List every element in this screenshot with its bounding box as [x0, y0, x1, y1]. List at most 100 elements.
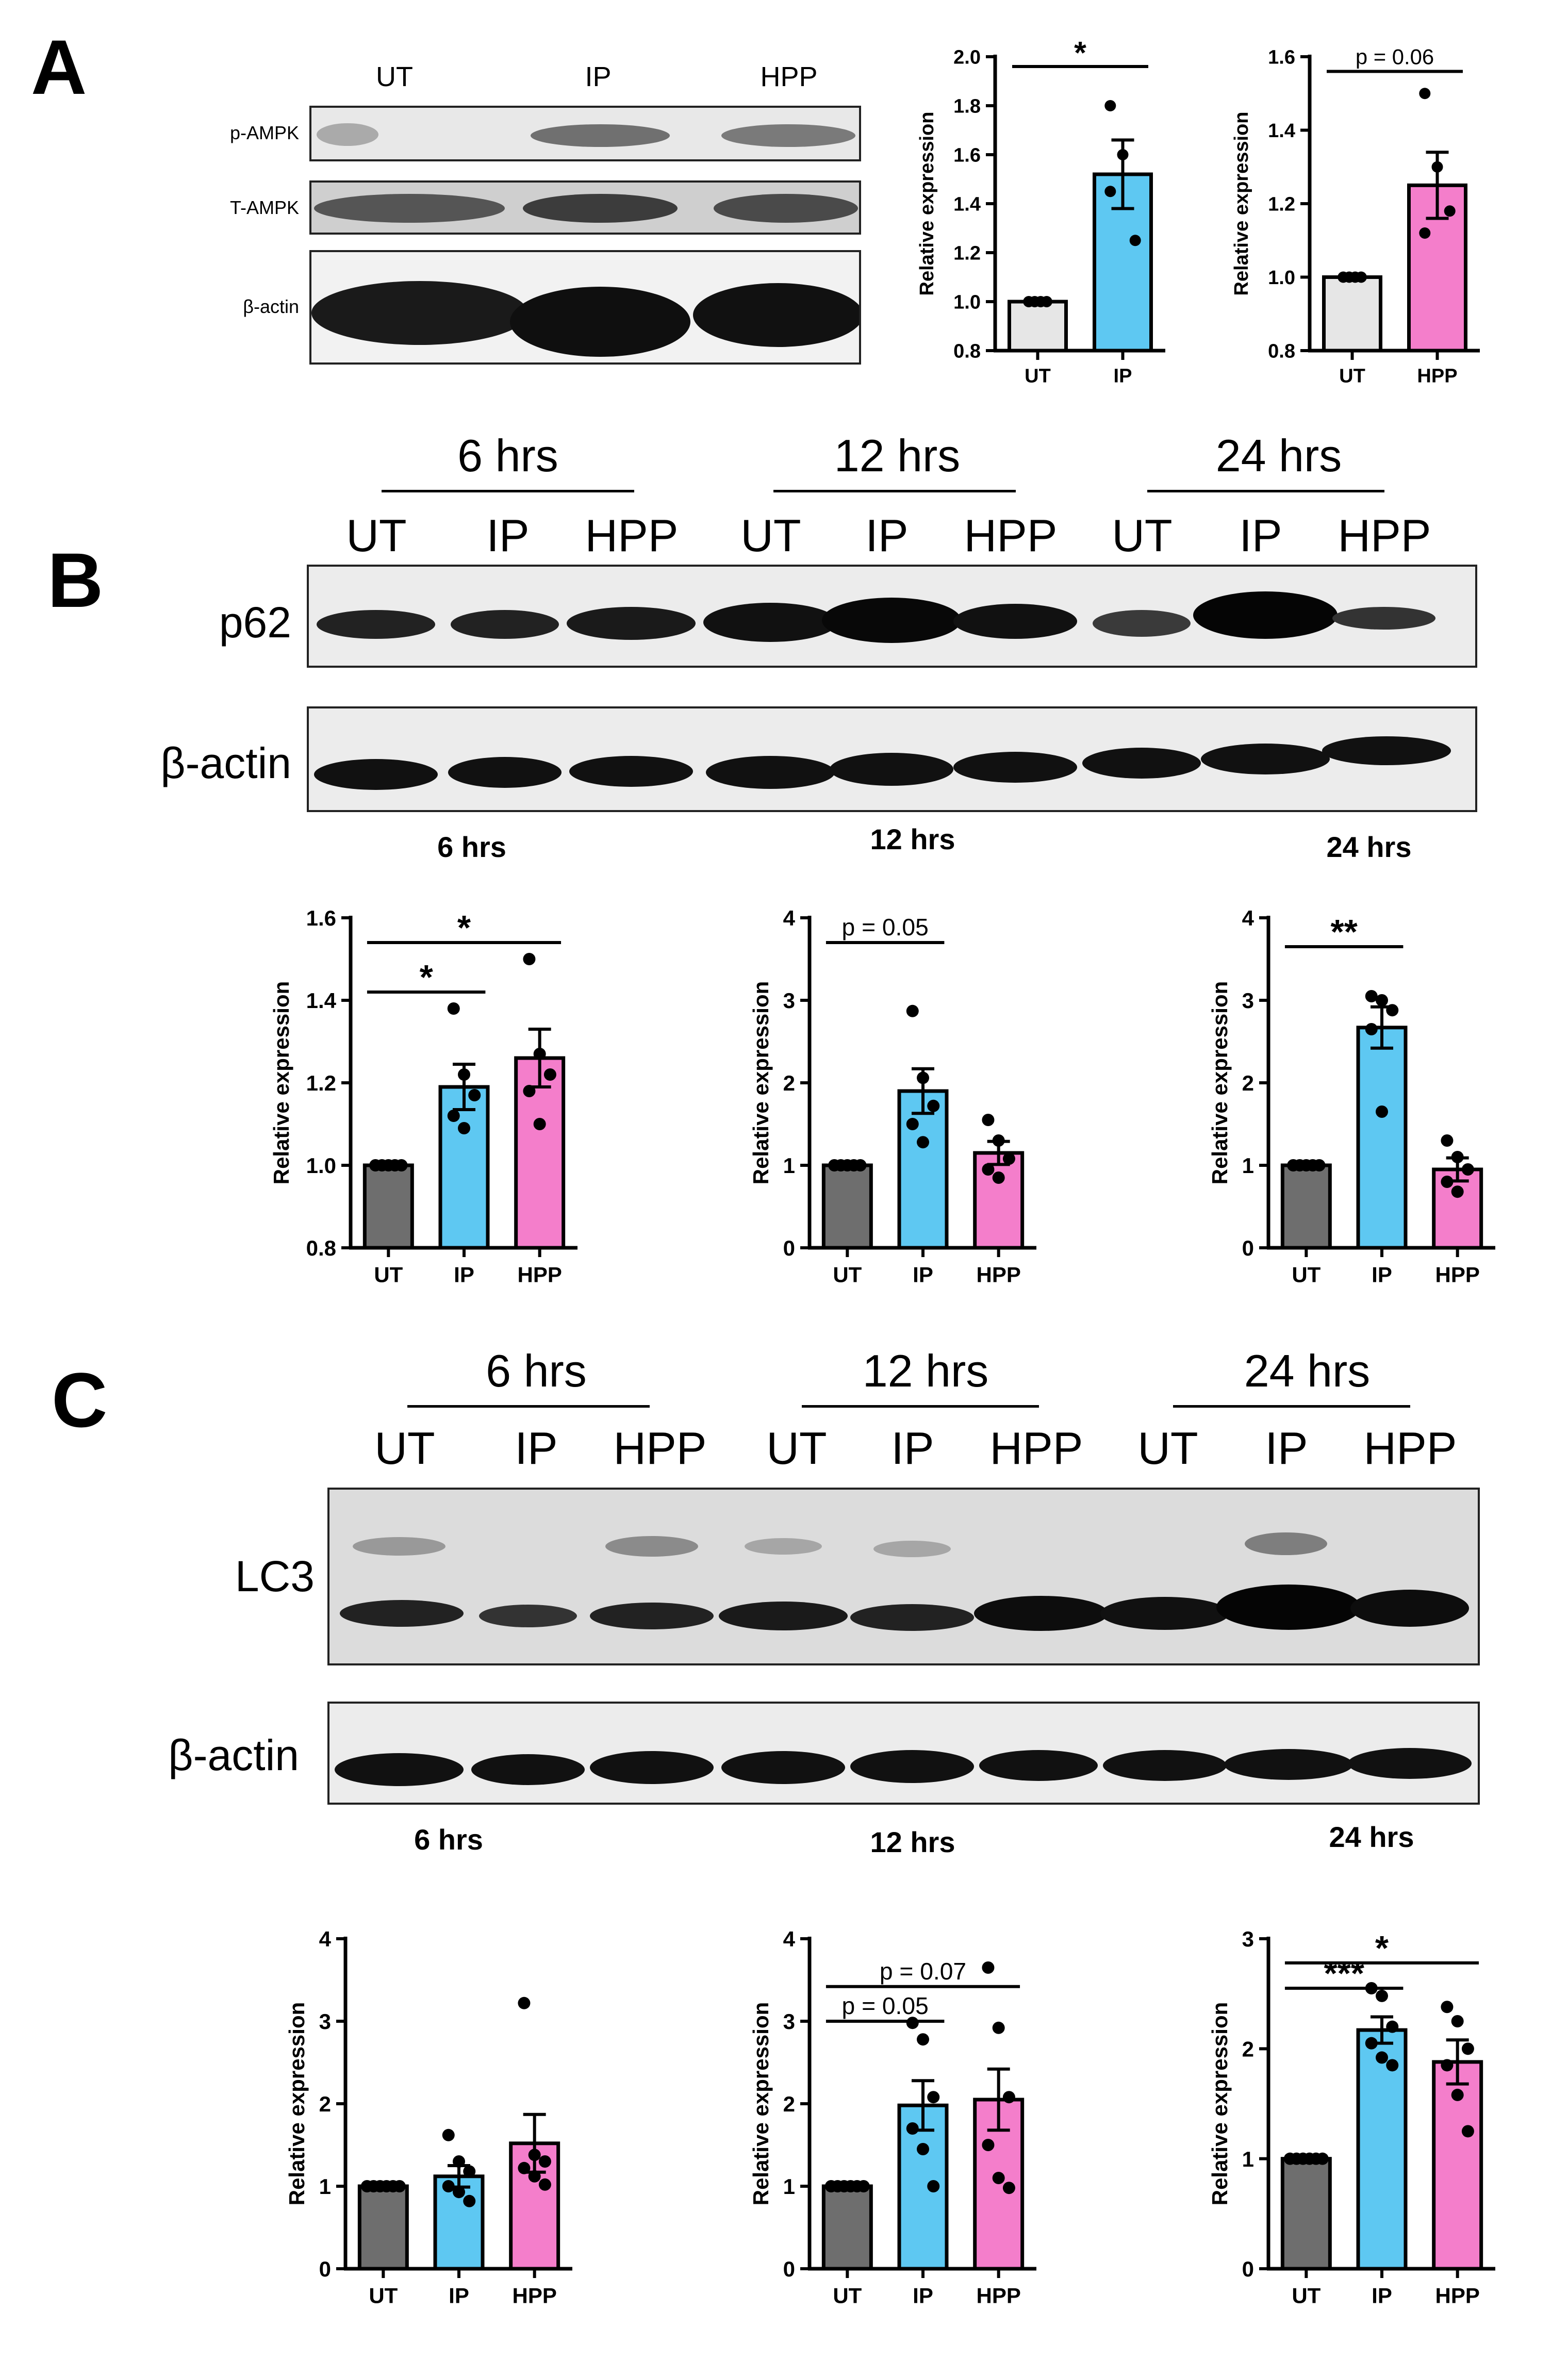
band	[974, 1596, 1108, 1631]
band	[1100, 1597, 1229, 1630]
data-point	[1376, 1989, 1388, 2002]
band	[1332, 607, 1435, 630]
data-point	[1441, 2059, 1454, 2072]
y-tick-label: 1	[783, 1153, 795, 1178]
data-point	[1386, 1004, 1399, 1017]
bar-ut	[821, 1163, 873, 1250]
data-point	[447, 1110, 460, 1122]
band	[1224, 1749, 1353, 1780]
band	[340, 1600, 464, 1627]
band	[314, 194, 505, 223]
y-axis-label: Relative expression	[285, 2002, 309, 2206]
x-tick-label: HPP	[517, 1262, 562, 1286]
blot-p-ampk	[309, 106, 861, 161]
y-tick-label: 4	[1242, 906, 1255, 930]
lane-label: IP	[585, 61, 612, 92]
chart-subtitle: 6 hrs	[437, 831, 506, 863]
time-bracket-line	[382, 490, 634, 492]
data-point	[1451, 1151, 1464, 1163]
data-point	[1451, 2015, 1464, 2027]
data-point	[906, 1118, 919, 1130]
band	[523, 194, 678, 223]
band	[590, 1603, 714, 1629]
blot-row-label: p62	[219, 598, 291, 647]
band	[510, 287, 690, 357]
data-point	[395, 1159, 408, 1171]
blot-row-label: β-actin	[243, 296, 299, 317]
data-point	[992, 2172, 1005, 2184]
data-point	[1461, 2125, 1474, 2138]
x-tick-label: HPP	[1435, 2283, 1479, 2307]
lane-label: HPP	[964, 510, 1058, 561]
y-axis-label: Relative expression	[916, 112, 938, 296]
bar-ip	[1356, 2028, 1408, 2271]
band	[317, 610, 435, 639]
y-axis-label: Relative expression	[749, 981, 773, 1185]
y-tick-label: 0.8	[306, 1236, 336, 1260]
y-axis-label: Relative expression	[1231, 112, 1252, 296]
data-point	[393, 2180, 406, 2192]
band	[693, 283, 859, 347]
blot-row-label: β-actin	[160, 739, 291, 787]
y-axis-label: Relative expression	[269, 981, 293, 1185]
blot-actin-a	[309, 250, 861, 365]
x-tick-label: UT	[1025, 366, 1051, 387]
x-tick-label: HPP	[976, 2283, 1020, 2307]
data-point	[854, 1159, 867, 1171]
time-label: 12 hrs	[862, 1345, 989, 1396]
panel-letter-c: C	[52, 1357, 108, 1443]
x-tick-label: IP	[449, 2283, 469, 2307]
data-point	[1461, 2042, 1474, 2055]
significance-label: *	[420, 958, 434, 997]
band	[1216, 1585, 1361, 1630]
chart-a-ip: 0.8 1.0 1.2 1.4 1.6 1.8 2.0 UT IP Relative expres…	[916, 35, 1186, 410]
x-tick-label: IP	[1114, 366, 1132, 387]
data-point	[1129, 235, 1141, 246]
x-tick-label: UT	[833, 2283, 862, 2307]
data-point	[917, 2143, 929, 2155]
data-point	[1104, 186, 1116, 197]
chart-subtitle: 12 hrs	[870, 1826, 955, 1858]
lane-label: UT	[374, 1423, 435, 1474]
data-point	[927, 2180, 940, 2192]
band	[714, 194, 858, 223]
data-point	[982, 2139, 995, 2151]
data-point	[917, 1071, 929, 1084]
data-point	[992, 1171, 1005, 1184]
band	[719, 1602, 848, 1630]
x-tick-label: IP	[913, 1262, 933, 1286]
band	[1201, 744, 1330, 774]
data-point	[538, 2155, 551, 2168]
data-point	[458, 1122, 470, 1134]
y-tick-label: 3	[1242, 1927, 1254, 1951]
band	[953, 604, 1077, 639]
data-point	[992, 2021, 1005, 2034]
data-point	[447, 1002, 460, 1015]
data-point	[982, 1163, 995, 1176]
lane-label: HPP	[1338, 510, 1431, 561]
data-point	[1117, 149, 1129, 160]
x-tick-label: UT	[374, 1262, 403, 1286]
y-axis-label: Relative expression	[1208, 2002, 1232, 2206]
data-point	[518, 2161, 531, 2174]
data-point	[1386, 2020, 1399, 2033]
band	[1103, 1750, 1227, 1781]
data-point	[1419, 88, 1431, 100]
x-tick-label: UT	[1292, 1262, 1321, 1286]
lane-label: IP	[1265, 1423, 1308, 1474]
data-point	[533, 1118, 546, 1130]
data-point	[1431, 161, 1443, 173]
y-tick-label: 3	[1242, 988, 1254, 1013]
y-tick-label: 1.6	[1268, 47, 1295, 69]
data-point	[458, 1068, 470, 1081]
data-point	[518, 1996, 531, 2009]
y-tick-label: 2	[1242, 2037, 1254, 2061]
y-tick-label: 3	[783, 2009, 795, 2034]
x-tick-label: HPP	[512, 2283, 556, 2307]
significance-label: *	[457, 909, 471, 947]
band	[471, 1754, 585, 1785]
data-point	[1376, 1105, 1388, 1118]
band	[567, 607, 696, 640]
lane-label: IP	[1239, 510, 1282, 561]
lane-label: UT	[1137, 1423, 1198, 1474]
